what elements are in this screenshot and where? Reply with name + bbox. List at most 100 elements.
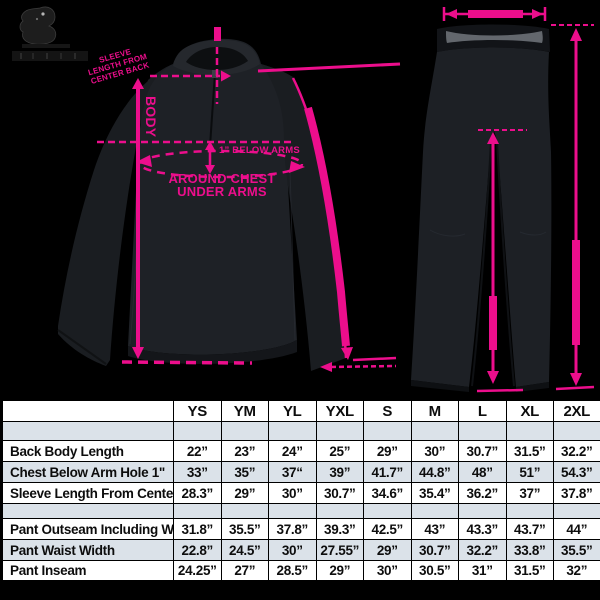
row-label-cell: Back Body Length [1, 440, 174, 462]
value-cell: 30” [268, 539, 317, 561]
spacer-row [1, 421, 600, 441]
value-cell: 29” [220, 482, 269, 504]
size-column-header: YXL [315, 399, 364, 422]
spacer-cell [220, 421, 269, 441]
spacer-cell [458, 421, 507, 441]
size-column-header: S [363, 399, 412, 422]
table-header-row: YS YM YL YXL S M L XL 2XL [1, 399, 600, 422]
chest-annotation: 1” BELOW ARMS AROUND CHEST UNDER ARMS [97, 140, 305, 199]
brand-logo [12, 6, 88, 61]
pant-waist-width-annotation [442, 7, 547, 21]
value-cell: 35.4” [410, 482, 459, 504]
value-cell: 27” [220, 560, 269, 582]
value-cell: 51” [505, 461, 554, 483]
value-cell: 25” [315, 440, 364, 462]
below-arms-label: 1” BELOW ARMS [219, 145, 300, 156]
size-column-header: M [410, 399, 459, 422]
value-cell: 37“ [268, 461, 317, 483]
spacer-cell [410, 503, 459, 519]
value-cell: 44.8” [410, 461, 459, 483]
value-cell: 41.7” [363, 461, 412, 483]
jacket-right-sleeve [261, 64, 346, 371]
spacer-cell [268, 503, 317, 519]
value-cell: 36.2” [458, 482, 507, 504]
spacer-cell [1, 421, 174, 441]
spacer-cell [363, 503, 412, 519]
value-cell: 31” [458, 560, 507, 582]
value-cell: 24.25” [173, 560, 222, 582]
table-row: Pant Inseam 24.25” 27” 28.5” 29” 30” 30.5” 31” 3… [1, 560, 600, 582]
value-cell: 33.8” [505, 539, 554, 561]
value-cell: 43.7” [505, 518, 554, 540]
spacer-cell [363, 421, 412, 441]
value-cell: 42.5” [363, 518, 412, 540]
row-label-cell: Chest Below Arm Hole 1" [1, 461, 174, 483]
value-cell: 28.5” [268, 560, 317, 582]
table-body: Back Body Length 22” 23” 24” 25” 29” 30” 30.7” 3… [1, 421, 600, 582]
zipper-tick-mark [214, 27, 221, 41]
table-row: Pant Outseam Including Waist31.8”35.5”37… [1, 518, 600, 540]
spacer-row [1, 503, 600, 519]
table-row: Sleeve Length From Center Back28.3”29”30… [1, 482, 600, 504]
value-cell: 27.55” [315, 539, 364, 561]
around-chest-label: AROUND CHEST [168, 171, 275, 186]
jacket-illustration [57, 38, 346, 371]
spacer-cell [458, 503, 507, 519]
value-cell: 29” [363, 440, 412, 462]
value-cell: 23” [220, 440, 269, 462]
value-cell: 30” [268, 482, 317, 504]
brand-mark-icon [19, 6, 57, 45]
value-cell: 30.7” [458, 440, 507, 462]
value-cell: 34.6” [363, 482, 412, 504]
size-column-header: YL [268, 399, 317, 422]
row-label-cell: Pant Waist Width [1, 539, 174, 561]
value-cell: 44” [553, 518, 600, 540]
value-cell: 35.5” [553, 539, 600, 561]
jacket-zipper [209, 72, 216, 147]
spacer-cell [173, 421, 222, 441]
value-cell: 22” [173, 440, 222, 462]
value-cell: 22.8” [173, 539, 222, 561]
size-table: YS YM YL YXL S M L XL 2XL Back Body Length 22” 23”… [0, 398, 600, 583]
row-label-cell: Pant Inseam [1, 560, 174, 582]
value-cell: 39” [315, 461, 364, 483]
value-cell: 37” [505, 482, 554, 504]
spacer-cell [315, 503, 364, 519]
value-cell: 33” [173, 461, 222, 483]
table-row: Back Body Length 22” 23” 24” 25” 29” 30” 30.7” 3… [1, 440, 600, 462]
value-cell: 37.8” [268, 518, 317, 540]
body-label: BODY [143, 96, 159, 138]
spacer-cell [553, 503, 600, 519]
value-cell: 37.8” [553, 482, 600, 504]
value-cell: 30.5” [410, 560, 459, 582]
value-cell: 39.3” [315, 518, 364, 540]
spacer-cell [505, 421, 554, 441]
size-column-header: XL [505, 399, 554, 422]
value-cell: 30” [363, 560, 412, 582]
table-row: Pant Waist Width 22.8” 24.5” 30” 27.55” 29” 30… [1, 539, 600, 561]
value-cell: 29” [363, 539, 412, 561]
pants-illustration [411, 24, 552, 392]
pants-legs [411, 47, 552, 387]
spacer-cell [410, 421, 459, 441]
size-column-header: L [458, 399, 507, 422]
value-cell: 24” [268, 440, 317, 462]
sleeve-length-annotation: SLEEVE LENGTH FROM CENTER BACK [87, 27, 401, 372]
spacer-cell [173, 503, 222, 519]
value-cell: 28.3” [173, 482, 222, 504]
under-arms-label: UNDER ARMS [177, 184, 267, 199]
pant-outseam-annotation [551, 24, 595, 391]
spacer-cell [553, 421, 600, 441]
value-cell: 31.5” [505, 560, 554, 582]
value-cell: 43” [410, 518, 459, 540]
value-cell: 54.3” [553, 461, 600, 483]
pants-drawstring [446, 31, 543, 43]
value-cell: 24.5” [220, 539, 269, 561]
jacket-left-sleeve [58, 64, 173, 366]
chest-ellipse [138, 149, 304, 179]
value-cell: 32.2” [553, 440, 600, 462]
pant-inseam-annotation [476, 129, 527, 393]
value-cell: 30.7” [410, 539, 459, 561]
corner-cell [1, 399, 174, 422]
